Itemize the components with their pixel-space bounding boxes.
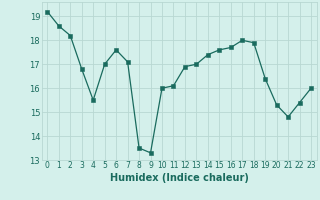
X-axis label: Humidex (Indice chaleur): Humidex (Indice chaleur) [110,173,249,183]
